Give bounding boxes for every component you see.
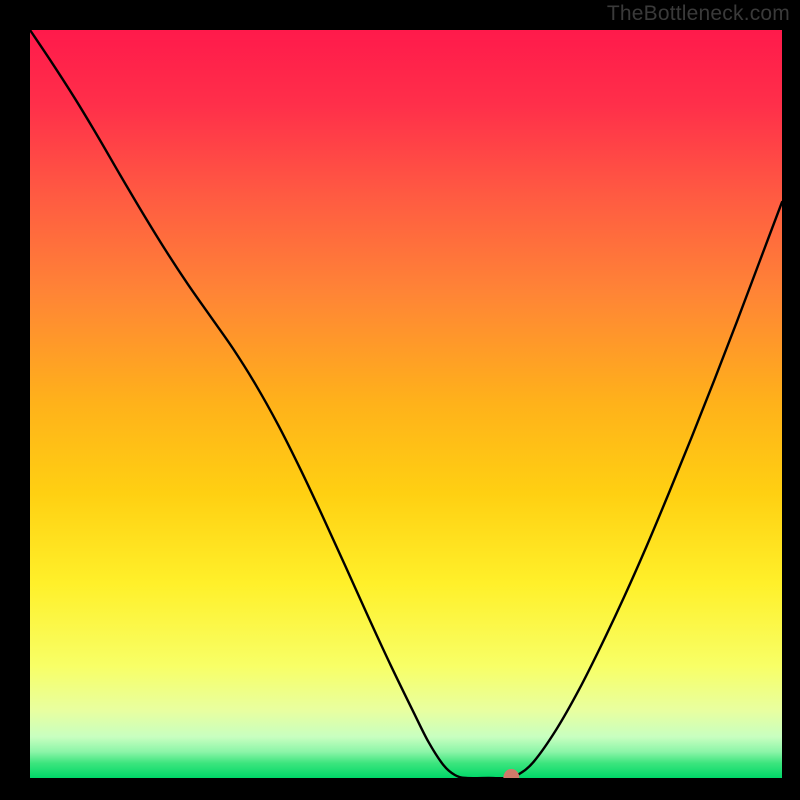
watermark-text: TheBottleneck.com — [607, 2, 790, 26]
plot-frame — [0, 0, 800, 800]
plot-area — [30, 30, 782, 778]
bottleneck-curve — [30, 30, 782, 778]
